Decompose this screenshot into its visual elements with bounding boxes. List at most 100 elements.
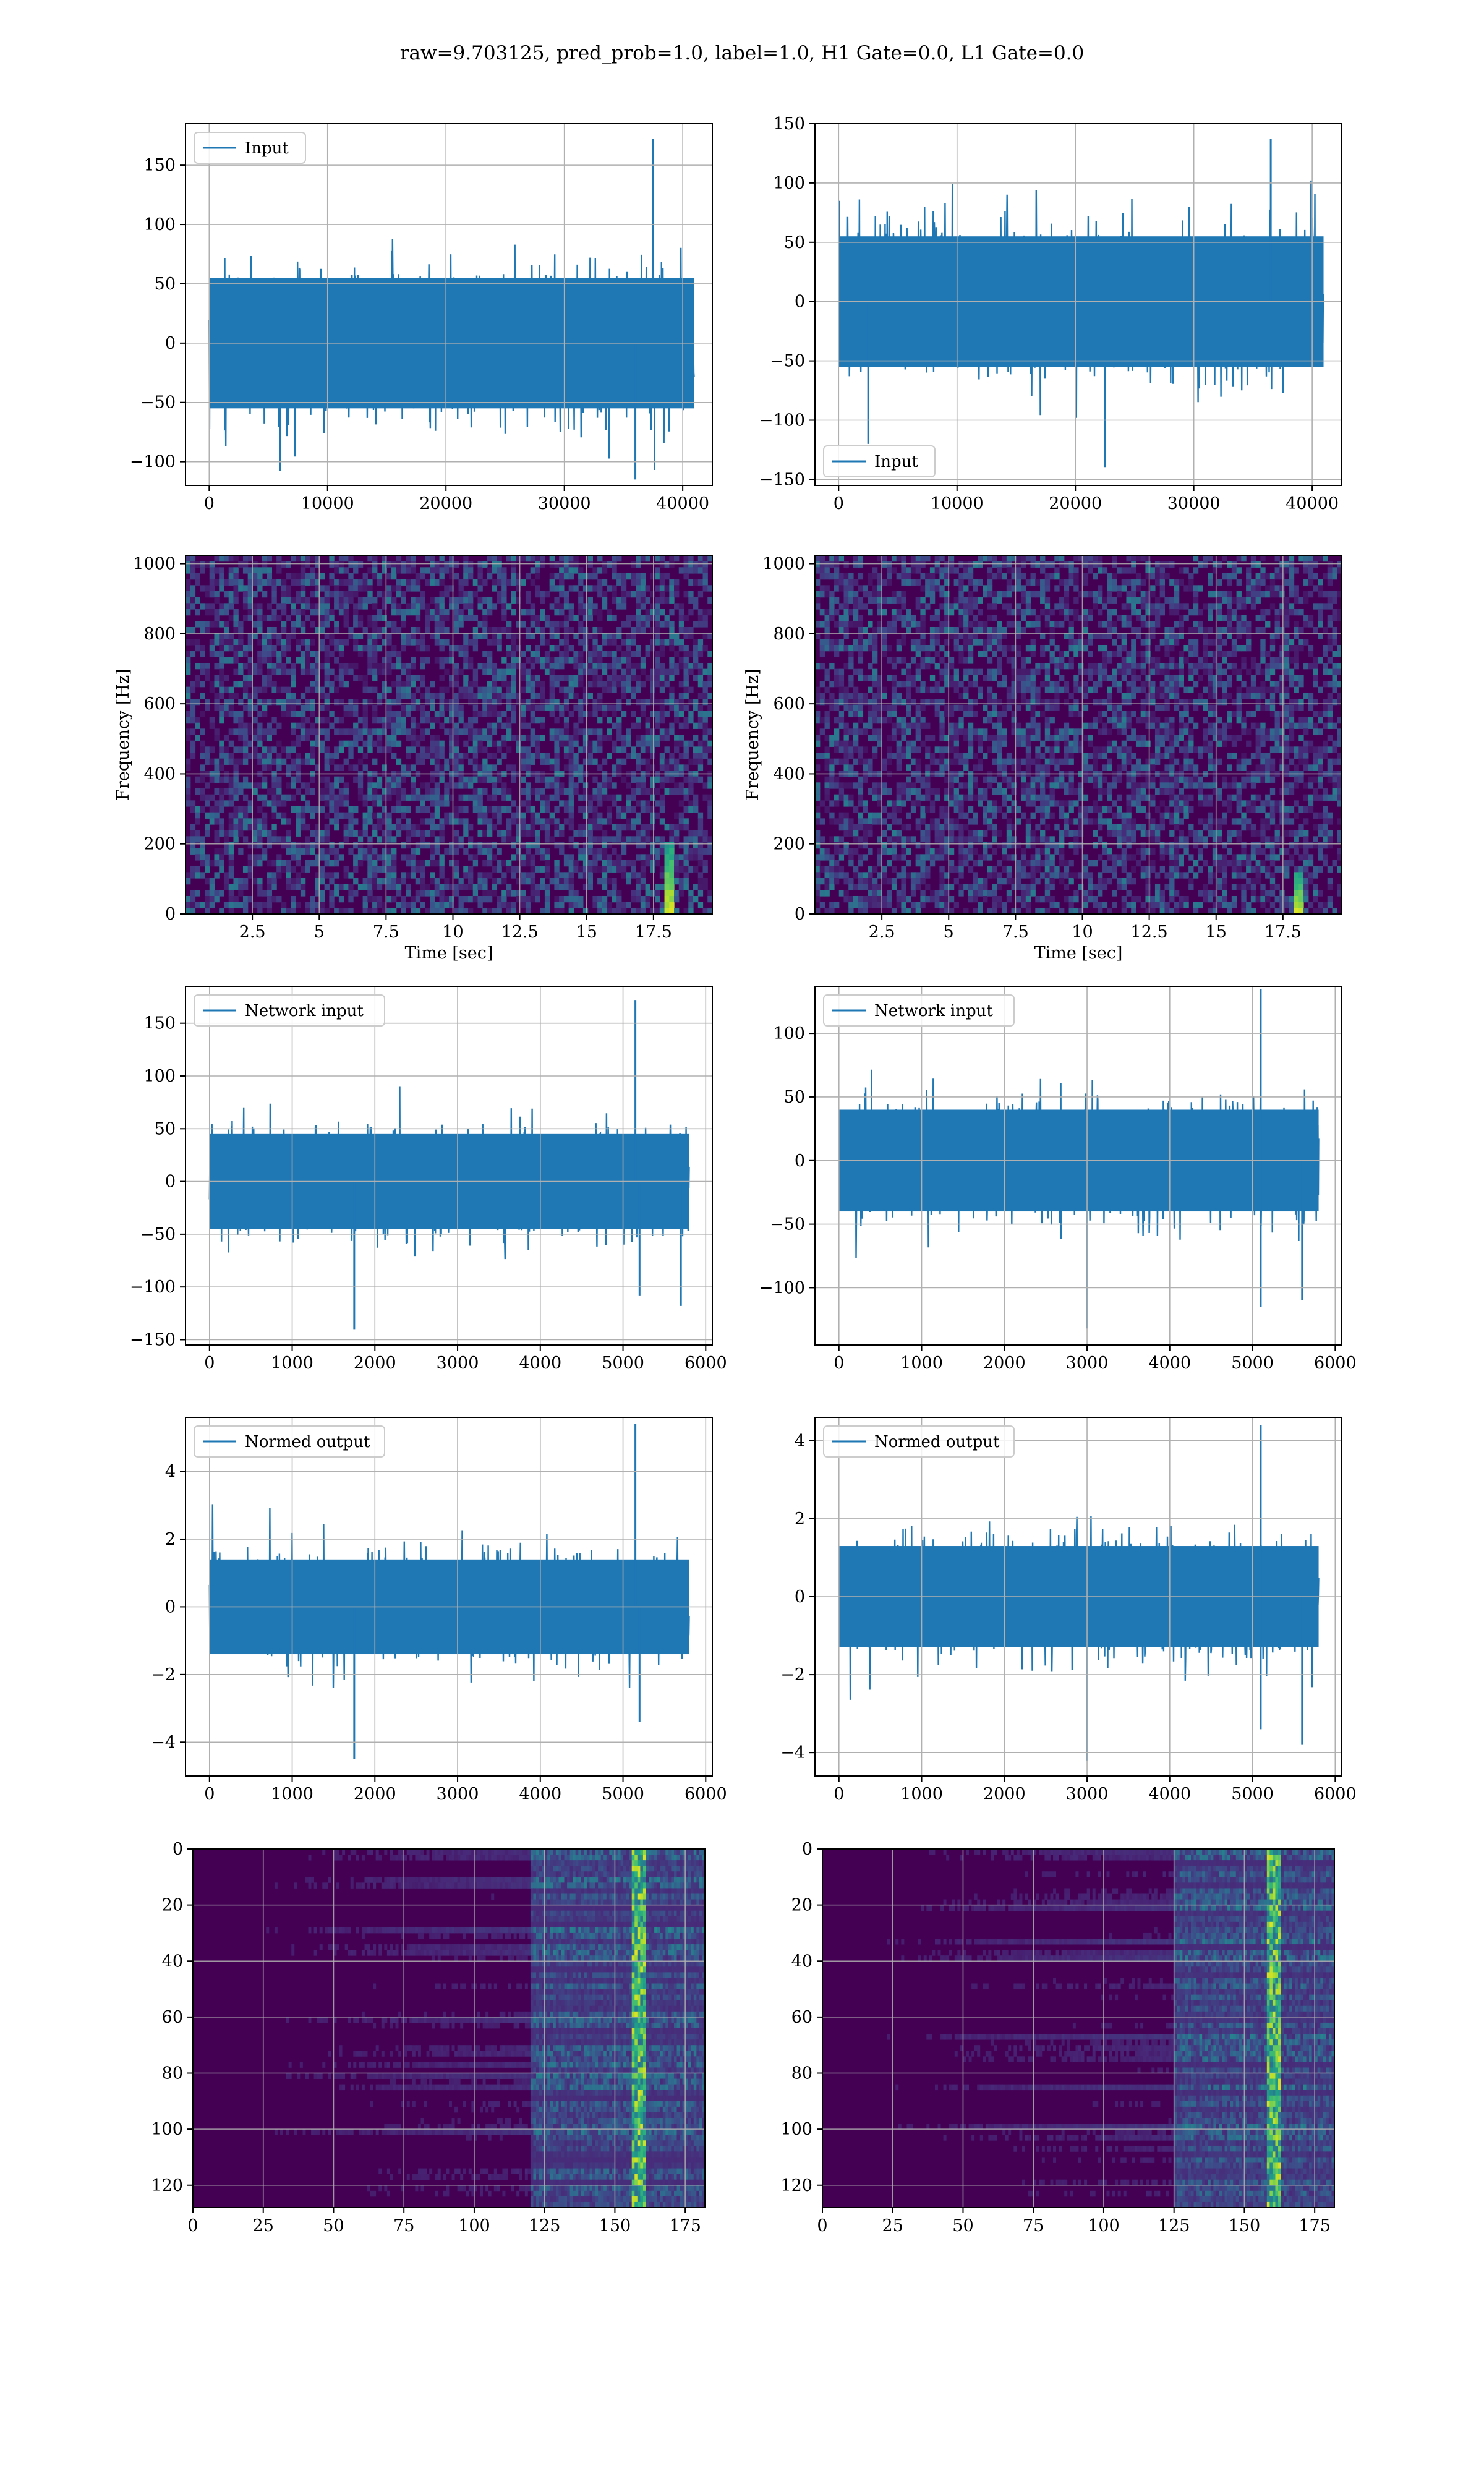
h1-spectrogram-cell — [444, 813, 449, 819]
h1-spectrogram-cell — [665, 890, 670, 896]
h1-spectrogram-cell — [353, 579, 358, 586]
h1-spectrogram-cell — [320, 788, 325, 795]
h1-spectrogram-cell — [296, 639, 301, 645]
h1-spectrogram-cell — [416, 597, 420, 604]
h1-spectrogram-cell — [430, 800, 435, 806]
h1-spectrogram-cell — [616, 627, 621, 633]
l1-spectrogram-cell — [829, 573, 834, 579]
h1-spectrogram-cell — [612, 746, 616, 753]
h1-spectrogram-cell — [310, 723, 315, 729]
h1-spectrogram-cell — [559, 657, 564, 663]
h1-spectrogram-cell — [473, 890, 478, 896]
h1-spectrogram-cell — [602, 759, 607, 765]
l1-spectrogram-cell — [949, 800, 954, 806]
h1-spectrogram-cell — [291, 663, 296, 669]
h1-spectrogram-cell — [243, 818, 248, 824]
h1-spectrogram-cell — [550, 585, 555, 591]
h1-spectrogram-cell — [367, 669, 372, 675]
h1-spectrogram-cell — [607, 878, 612, 884]
h1-spectrogram-cell — [698, 830, 703, 837]
h1-spectrogram-cell — [267, 902, 272, 908]
h1-spectrogram-cell — [435, 711, 440, 717]
h1-spectrogram-cell — [497, 711, 501, 717]
h1-spectrogram-cell — [578, 669, 583, 675]
h1-spectrogram-cell — [554, 842, 559, 848]
h1-spectrogram-ytick-label: 200 — [143, 835, 176, 854]
h1-spectrogram-cell — [612, 591, 616, 597]
l1-spectrogram-cell — [834, 795, 839, 801]
h1-spectrogram-cell — [262, 854, 267, 860]
h1-spectrogram-cell — [578, 639, 583, 645]
l1-spectrogram-cell — [906, 753, 911, 759]
h1-spectrogram-cell — [224, 848, 229, 855]
h1-spectrogram-cell — [329, 651, 334, 657]
h1-spectrogram-cell — [592, 848, 597, 855]
h1-spectrogram-cell — [391, 567, 396, 573]
h1-spectrogram-cell — [243, 603, 248, 609]
h1-spectrogram-cell — [526, 902, 531, 908]
h1-spectrogram-cell — [386, 711, 391, 717]
l1-spectrogram-cell — [949, 681, 954, 687]
h1-spectrogram-cell — [205, 609, 210, 615]
l1-spectrogram-cell — [906, 788, 911, 795]
h1-spectrogram-cell — [554, 806, 559, 813]
l1-spectrogram-cell — [911, 567, 916, 573]
h1-spectrogram-cell — [367, 615, 372, 621]
h1-spectrogram-cell — [238, 585, 243, 591]
h1-spectrogram-cell — [190, 681, 195, 687]
l1-spectrogram-cell — [935, 830, 940, 837]
h1-spectrogram-cell — [516, 824, 521, 830]
h1-spectrogram-cell — [367, 657, 372, 663]
h1-spectrogram-cell — [597, 663, 602, 669]
h1-spectrogram-cell — [444, 764, 449, 771]
h1-spectrogram-cell — [564, 687, 569, 693]
h1-spectrogram-cell — [660, 591, 665, 597]
h1-spectrogram-cell — [186, 591, 190, 597]
h1-spectrogram-cell — [636, 681, 641, 687]
h1-spectrogram-cell — [320, 854, 325, 860]
l1-spectrogram-cell — [916, 818, 921, 824]
h1-spectrogram-cell — [492, 884, 497, 890]
l1-spectrogram-cell — [930, 615, 935, 621]
l1-spectrogram-cell — [858, 842, 863, 848]
h1-spectrogram-cell — [540, 609, 545, 615]
h1-spectrogram-cell — [674, 830, 679, 837]
h1-spectrogram-cell — [550, 818, 555, 824]
h1-spectrogram-cell — [602, 567, 607, 573]
h1-spectrogram-cell — [238, 728, 243, 735]
h1-spectrogram-cell — [516, 830, 521, 837]
h1-spectrogram-cell — [329, 555, 334, 561]
h1-spectrogram-cell — [559, 651, 564, 657]
l1-spectrogram-cell — [887, 836, 892, 842]
h1-spectrogram-cell — [573, 782, 578, 788]
l1-spectrogram-cell — [872, 890, 877, 896]
l1-spectrogram-cell — [848, 854, 853, 860]
l1-spectrogram-cell — [939, 591, 944, 597]
h1-spectrogram-cell — [411, 741, 416, 747]
l1-spectrogram-cell — [843, 878, 848, 884]
h1-spectrogram-cell — [301, 890, 305, 896]
h1-spectrogram-cell — [396, 651, 401, 657]
h1-spectrogram-cell — [468, 746, 473, 753]
h1-spectrogram-cell — [329, 639, 334, 645]
h1-spectrogram-cell — [588, 657, 593, 663]
h1-spectrogram-cell — [238, 627, 243, 633]
h1-spectrogram-cell — [521, 621, 526, 627]
h1-spectrogram-cell — [477, 848, 482, 855]
h1-spectrogram-cell — [506, 663, 511, 669]
h1-spectrogram-cell — [463, 884, 468, 890]
h1-spectrogram-cell — [320, 693, 325, 699]
h1-spectrogram-cell — [526, 735, 531, 741]
h1-spectrogram-cell — [296, 645, 301, 651]
l1-spectrogram-cell — [848, 860, 853, 866]
h1-spectrogram-cell — [396, 675, 401, 681]
h1-spectrogram-cell — [210, 717, 215, 723]
h1-spectrogram-cell — [501, 567, 506, 573]
l1-spectrogram-cell — [858, 759, 863, 765]
h1-spectrogram-cell — [679, 693, 684, 699]
h1-spectrogram-cell — [276, 687, 281, 693]
h1-spectrogram-cell — [641, 663, 646, 669]
h1-spectrogram-cell — [583, 782, 588, 788]
h1-spectrogram-cell — [454, 806, 459, 813]
h1-spectrogram-cell — [229, 693, 234, 699]
